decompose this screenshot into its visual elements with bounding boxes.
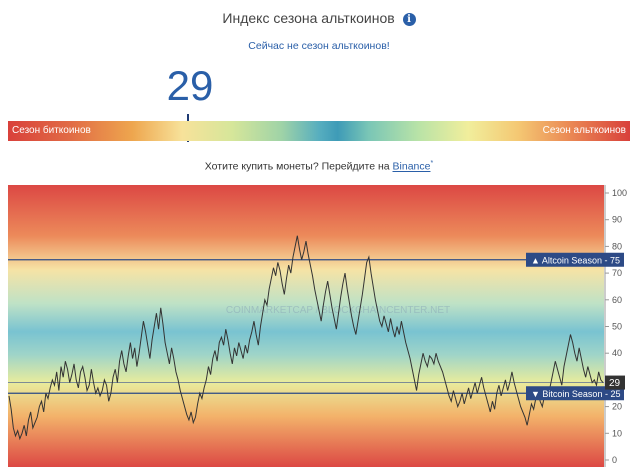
- threshold-badge: [526, 386, 624, 401]
- buy-prompt-text: Хотите купить монеты? Перейдите на: [204, 160, 393, 173]
- threshold-badge: [526, 252, 624, 267]
- altcoin-season-label: Сезон альткоинов: [542, 125, 626, 136]
- y-tick-label: 70: [612, 268, 622, 278]
- season-scale-bar: Сезон биткоинов Сезон альткоинов: [8, 121, 630, 141]
- buy-prompt: Хотите купить монеты? Перейдите на Binan…: [0, 160, 638, 173]
- current-value-badge: [605, 375, 625, 390]
- binance-asterisk: *: [430, 160, 434, 167]
- y-tick-label: 50: [612, 322, 622, 332]
- y-tick-label: 0: [612, 455, 617, 465]
- chart-background: [8, 185, 604, 467]
- y-tick-label: 40: [612, 348, 622, 358]
- y-tick-label: 10: [612, 428, 622, 438]
- chart-svg: COINMARKETCAP / BLOCKCHAINCENTER.NET 0 10…: [8, 185, 627, 467]
- current-value-badge-text: 29: [609, 378, 621, 389]
- y-tick-label: 100: [612, 188, 627, 198]
- y-tick-label: 90: [612, 215, 622, 225]
- index-value: 29: [166, 62, 214, 109]
- page-title-row: Индекс сезона альткоинов i: [0, 10, 638, 26]
- threshold-badge-text: ▲ Altcoin Season - 75: [531, 255, 620, 265]
- y-tick-label: 20: [612, 402, 622, 412]
- page-title: Индекс сезона альткоинов: [222, 10, 395, 26]
- series-line: [8, 235, 604, 441]
- threshold-badge-text: ▼ Bitcoin Season - 25: [531, 389, 620, 399]
- season-status: Сейчас не сезон альткоинов!: [248, 40, 390, 52]
- y-tick-label: 80: [612, 241, 622, 251]
- y-tick-label: 60: [612, 295, 622, 305]
- altcoin-index-chart: COINMARKETCAP / BLOCKCHAINCENTER.NET 0 10…: [8, 185, 638, 467]
- info-icon[interactable]: i: [402, 13, 416, 26]
- binance-link[interactable]: Binance: [392, 160, 431, 173]
- bitcoin-season-label: Сезон биткоинов: [12, 125, 91, 136]
- chart-watermark: COINMARKETCAP / BLOCKCHAINCENTER.NET: [226, 305, 450, 316]
